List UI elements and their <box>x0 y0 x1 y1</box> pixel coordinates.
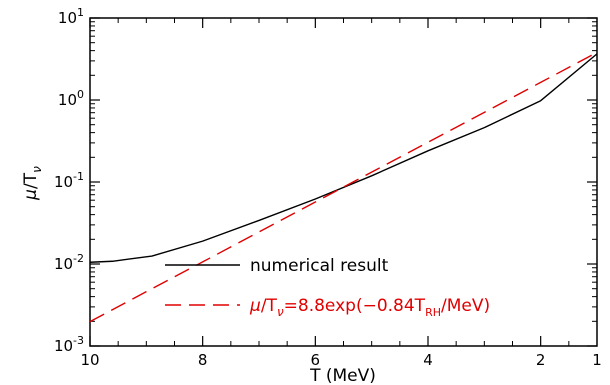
y-tick-label: 100 <box>58 88 84 109</box>
y-axis-label: μ/Tν <box>21 166 44 201</box>
legend-fit-mu: μ <box>249 296 261 316</box>
y-tick-label: 101 <box>58 6 84 27</box>
y-axis-label-t: /T <box>21 172 41 189</box>
x-axis-label: T (MeV) <box>309 366 376 385</box>
legend-fit-nu: ν <box>277 305 284 319</box>
legend-label-fit: μ/Tν=8.8exp(−0.84TRH/MeV) <box>249 296 490 319</box>
y-tick-label: 10-1 <box>54 170 84 191</box>
y-tick-label: 10-3 <box>54 334 84 355</box>
x-tick-label: 2 <box>536 351 546 369</box>
legend-fit-rh: RH <box>425 306 441 319</box>
series-layer <box>89 51 598 323</box>
y-axis-label-mu: μ <box>21 189 41 201</box>
legend: numerical result μ/Tν=8.8exp(−0.84TRH/Me… <box>165 256 490 319</box>
legend-fit-tail: /MeV) <box>441 296 490 316</box>
x-tick-label: 10 <box>80 351 99 369</box>
y-axis-label-nu: ν <box>30 166 44 173</box>
y-tick-label: 10-2 <box>54 252 84 273</box>
x-tick-label: 4 <box>423 351 433 369</box>
legend-label-numerical: numerical result <box>250 256 389 276</box>
series-line-1 <box>89 53 598 263</box>
x-tick-label: 6 <box>311 351 321 369</box>
legend-fit-eq: =8.8exp(−0.84T <box>284 296 426 316</box>
legend-fit-t: /T <box>261 296 278 316</box>
axis-ticks: 10-3 10-2 10-1 100 101 10 8 6 4 2 1 <box>54 6 602 369</box>
x-tick-label: 8 <box>198 351 208 369</box>
x-tick-label: 1 <box>592 351 602 369</box>
